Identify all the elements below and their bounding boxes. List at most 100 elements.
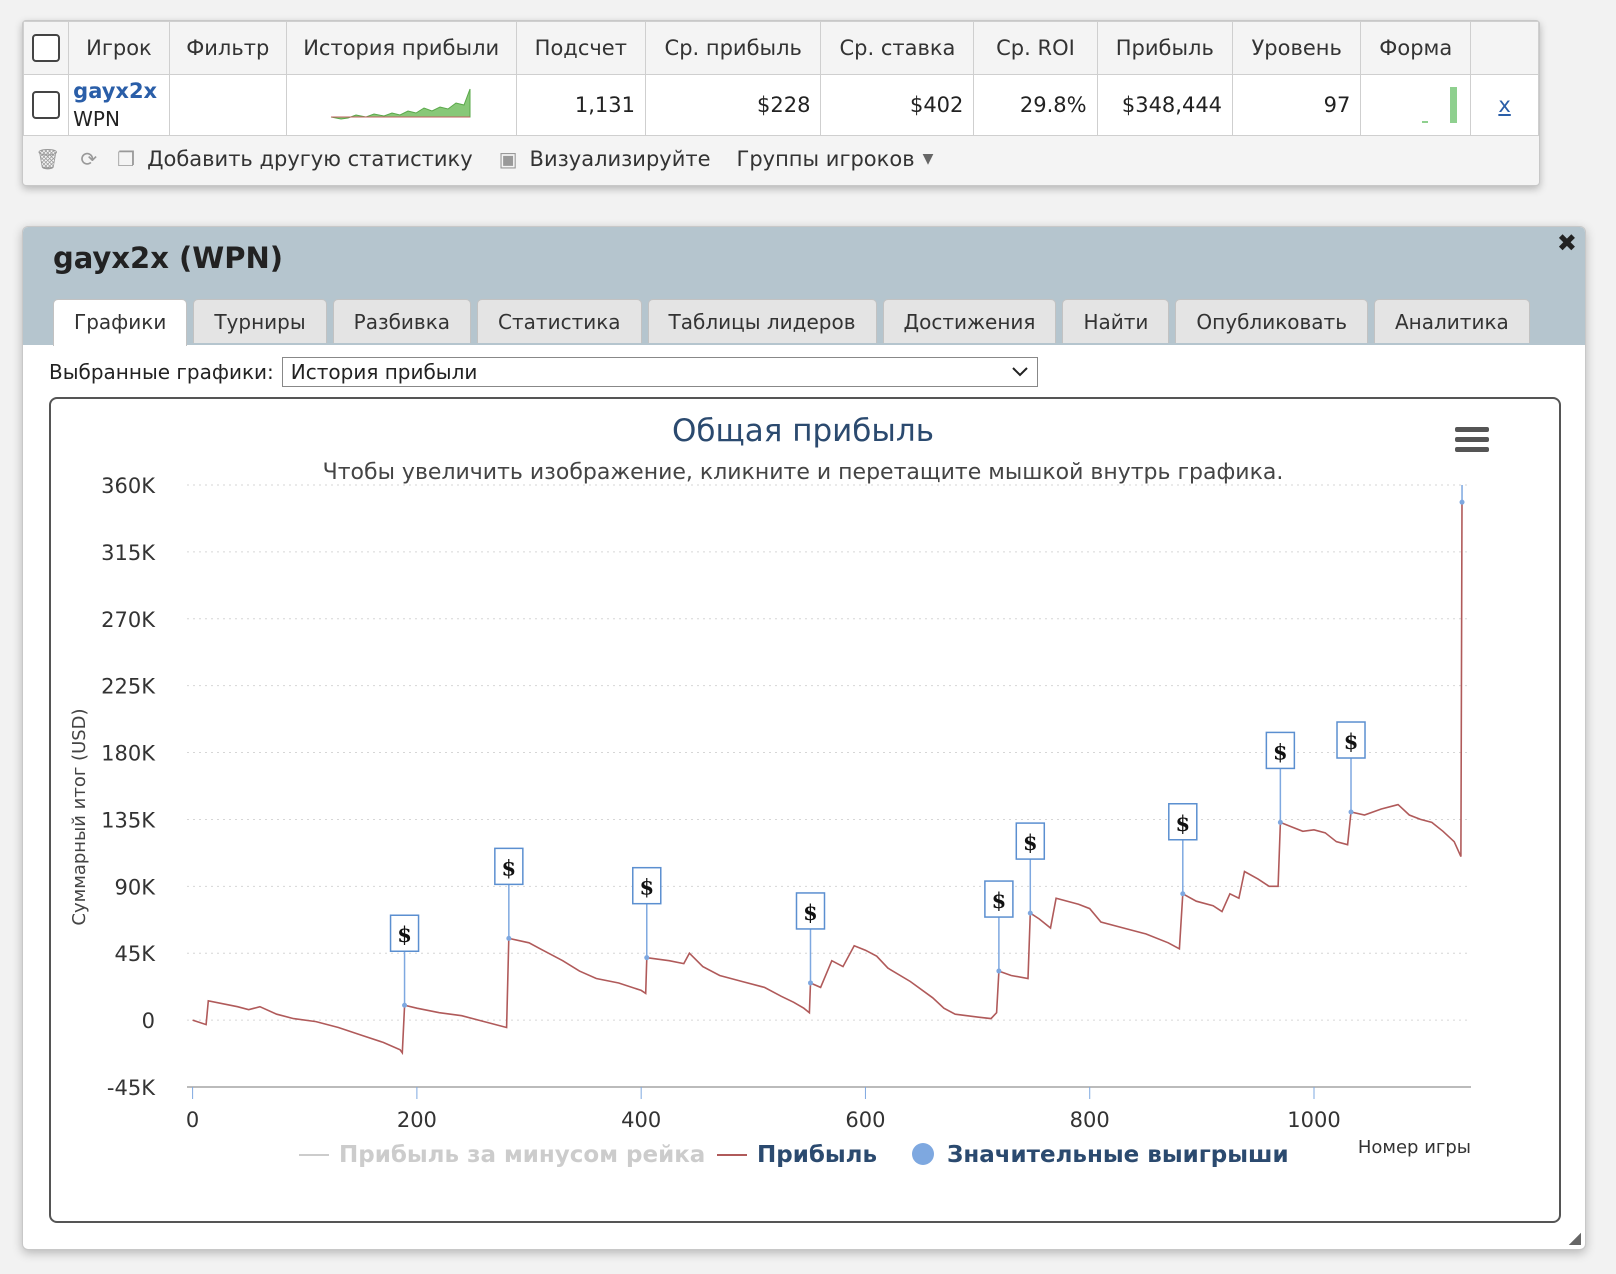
legend-item-profit[interactable]: Прибыль xyxy=(757,1142,877,1168)
tab-analytics[interactable]: Аналитика xyxy=(1374,299,1530,343)
player-cell: gayx2x WPN xyxy=(68,74,170,136)
big-win-flag: $ xyxy=(389,914,420,1008)
stats-toolbar: 🗑 ⟳ ❐ Добавить другую статистику ▣ Визуа… xyxy=(35,139,959,179)
flag-box xyxy=(1336,721,1366,759)
chart-select-value: История прибыли xyxy=(290,360,478,384)
tab-breakdown[interactable]: Разбивка xyxy=(332,299,472,343)
count-cell: 1,131 xyxy=(515,74,646,136)
avg-roi-cell: 29.8% xyxy=(973,74,1098,136)
big-win-point xyxy=(807,980,813,986)
tab-charts[interactable]: Графики xyxy=(53,299,188,346)
tab-statistics[interactable]: Статистика xyxy=(477,299,642,343)
chart-container[interactable]: Общая прибыль Чтобы увеличить изображени… xyxy=(49,397,1561,1223)
y-tick-label: 270K xyxy=(101,608,156,632)
big-wins-flags: $ $ $ $ $ $ $ $ $ xyxy=(389,485,1465,1008)
x-tick-label: 600 xyxy=(845,1108,885,1132)
y-tick-label: 360K xyxy=(101,474,156,498)
form-cell xyxy=(1360,74,1472,136)
image-icon: ▣ xyxy=(498,147,518,171)
legend-item-big-wins[interactable]: Значительные выигрыши xyxy=(947,1142,1289,1168)
tab-tournaments[interactable]: Турниры xyxy=(193,299,327,343)
flag-box xyxy=(795,892,826,930)
flag-box xyxy=(494,847,524,886)
big-win-point xyxy=(1459,499,1465,505)
tab-publish[interactable]: Опубликовать xyxy=(1175,299,1368,343)
legend-bigwins-swatch xyxy=(912,1143,934,1165)
y-tick-label: 135K xyxy=(101,808,156,832)
table-row: gayx2x WPN 1,131 $228 $402 29.8% $348,44… xyxy=(22,74,1539,136)
remove-cell: x xyxy=(1470,74,1539,136)
table-header-row: Игрок Фильтр История прибыли Подсчет Ср.… xyxy=(22,21,1539,75)
big-win-point xyxy=(1348,809,1354,815)
header-avg-stake[interactable]: Ср. ставка xyxy=(820,21,975,75)
profit-cell: $348,444 xyxy=(1096,74,1234,136)
tab-leaderboards[interactable]: Таблицы лидеров xyxy=(647,299,877,343)
chevron-down-icon xyxy=(1012,367,1028,377)
big-win-point xyxy=(402,1002,408,1008)
legend-item-rake-profit[interactable]: Прибыль за минусом рейка xyxy=(339,1142,705,1168)
flag-label: $ xyxy=(639,875,654,900)
profit-history-cell xyxy=(285,74,517,136)
player-groups-dropdown[interactable]: Группы игроков ▼ xyxy=(737,147,934,171)
flag-label: $ xyxy=(1023,830,1038,855)
big-win-point xyxy=(1277,819,1283,825)
player-window: gayx2x (WPN) ✖ Графики Турниры Разбивка … xyxy=(22,226,1586,1250)
header-avg-profit[interactable]: Ср. прибыль xyxy=(644,21,822,75)
remove-player-link[interactable]: x xyxy=(1498,93,1511,117)
big-win-point xyxy=(644,955,650,961)
y-tick-label: 180K xyxy=(101,742,156,766)
chart-selector-row: Выбранные графики: История прибыли xyxy=(49,357,1038,387)
chart-select[interactable]: История прибыли xyxy=(281,357,1038,387)
row-checkbox[interactable] xyxy=(32,91,61,119)
player-name-link[interactable]: gayx2x xyxy=(73,79,158,103)
trash-icon[interactable]: 🗑 xyxy=(35,147,61,171)
window-header[interactable]: gayx2x (WPN) ✖ Графики Турниры Разбивка … xyxy=(23,227,1585,346)
header-form[interactable]: Форма xyxy=(1360,21,1472,75)
y-axis-label: Суммарный итог (USD) xyxy=(69,708,90,925)
select-all-checkbox[interactable] xyxy=(32,34,61,62)
filter-cell xyxy=(168,74,287,136)
y-tick-label: 0 xyxy=(142,1009,155,1033)
big-win-point xyxy=(1027,910,1033,916)
header-filter[interactable]: Фильтр xyxy=(168,21,287,75)
visualize-button[interactable]: ▣ Визуализируйте xyxy=(499,147,711,171)
header-count[interactable]: Подсчет xyxy=(515,21,646,75)
stats-table: Игрок Фильтр История прибыли Подсчет Ср.… xyxy=(22,21,1539,136)
header-level[interactable]: Уровень xyxy=(1232,21,1362,75)
tab-achievements[interactable]: Достижения xyxy=(882,299,1057,343)
close-icon[interactable]: ✖ xyxy=(1556,229,1577,257)
big-win-flag: $ xyxy=(1015,822,1046,916)
x-tick-label: 400 xyxy=(621,1108,661,1132)
add-stats-button[interactable]: ❐ Добавить другую статистику xyxy=(117,147,472,171)
big-win-flag: $ xyxy=(1265,731,1296,825)
tab-find[interactable]: Найти xyxy=(1062,299,1170,343)
select-all-cell[interactable] xyxy=(22,21,70,75)
profit-series-line xyxy=(192,502,1463,1056)
row-select-cell[interactable] xyxy=(22,74,70,136)
resize-grip-icon[interactable]: ◢ xyxy=(1568,1228,1581,1247)
big-win-flag xyxy=(1459,485,1465,505)
header-profit[interactable]: Прибыль xyxy=(1096,21,1234,75)
big-win-point xyxy=(506,935,512,941)
header-profit-history[interactable]: История прибыли xyxy=(285,21,517,75)
chart-selector-label: Выбранные графики: xyxy=(49,360,274,384)
legend: Прибыль за минусом рейка Прибыль Значите… xyxy=(299,1142,1289,1168)
avg-profit-cell: $228 xyxy=(644,74,822,136)
profit-chart[interactable]: Общая прибыль Чтобы увеличить изображени… xyxy=(51,399,1555,1217)
header-avg-roi[interactable]: Ср. ROI xyxy=(973,21,1098,75)
window-title: gayx2x (WPN) xyxy=(53,241,284,275)
avg-stake-cell: $402 xyxy=(820,74,975,136)
flag-box xyxy=(1265,731,1296,770)
flag-label: $ xyxy=(992,888,1007,913)
flag-box xyxy=(984,880,1014,918)
x-axis-label: Номер игры xyxy=(1358,1137,1471,1158)
menu-icon[interactable] xyxy=(1455,427,1489,452)
y-tick-label: 90K xyxy=(115,875,157,899)
y-tick-label: 225K xyxy=(101,675,156,699)
series-layer xyxy=(192,502,1463,1056)
y-tick-label: -45K xyxy=(107,1076,156,1100)
y-tick-label: 315K xyxy=(101,541,156,565)
refresh-icon[interactable]: ⟳ xyxy=(80,147,98,171)
header-player[interactable]: Игрок xyxy=(68,21,170,75)
big-win-flag: $ xyxy=(1336,721,1366,815)
